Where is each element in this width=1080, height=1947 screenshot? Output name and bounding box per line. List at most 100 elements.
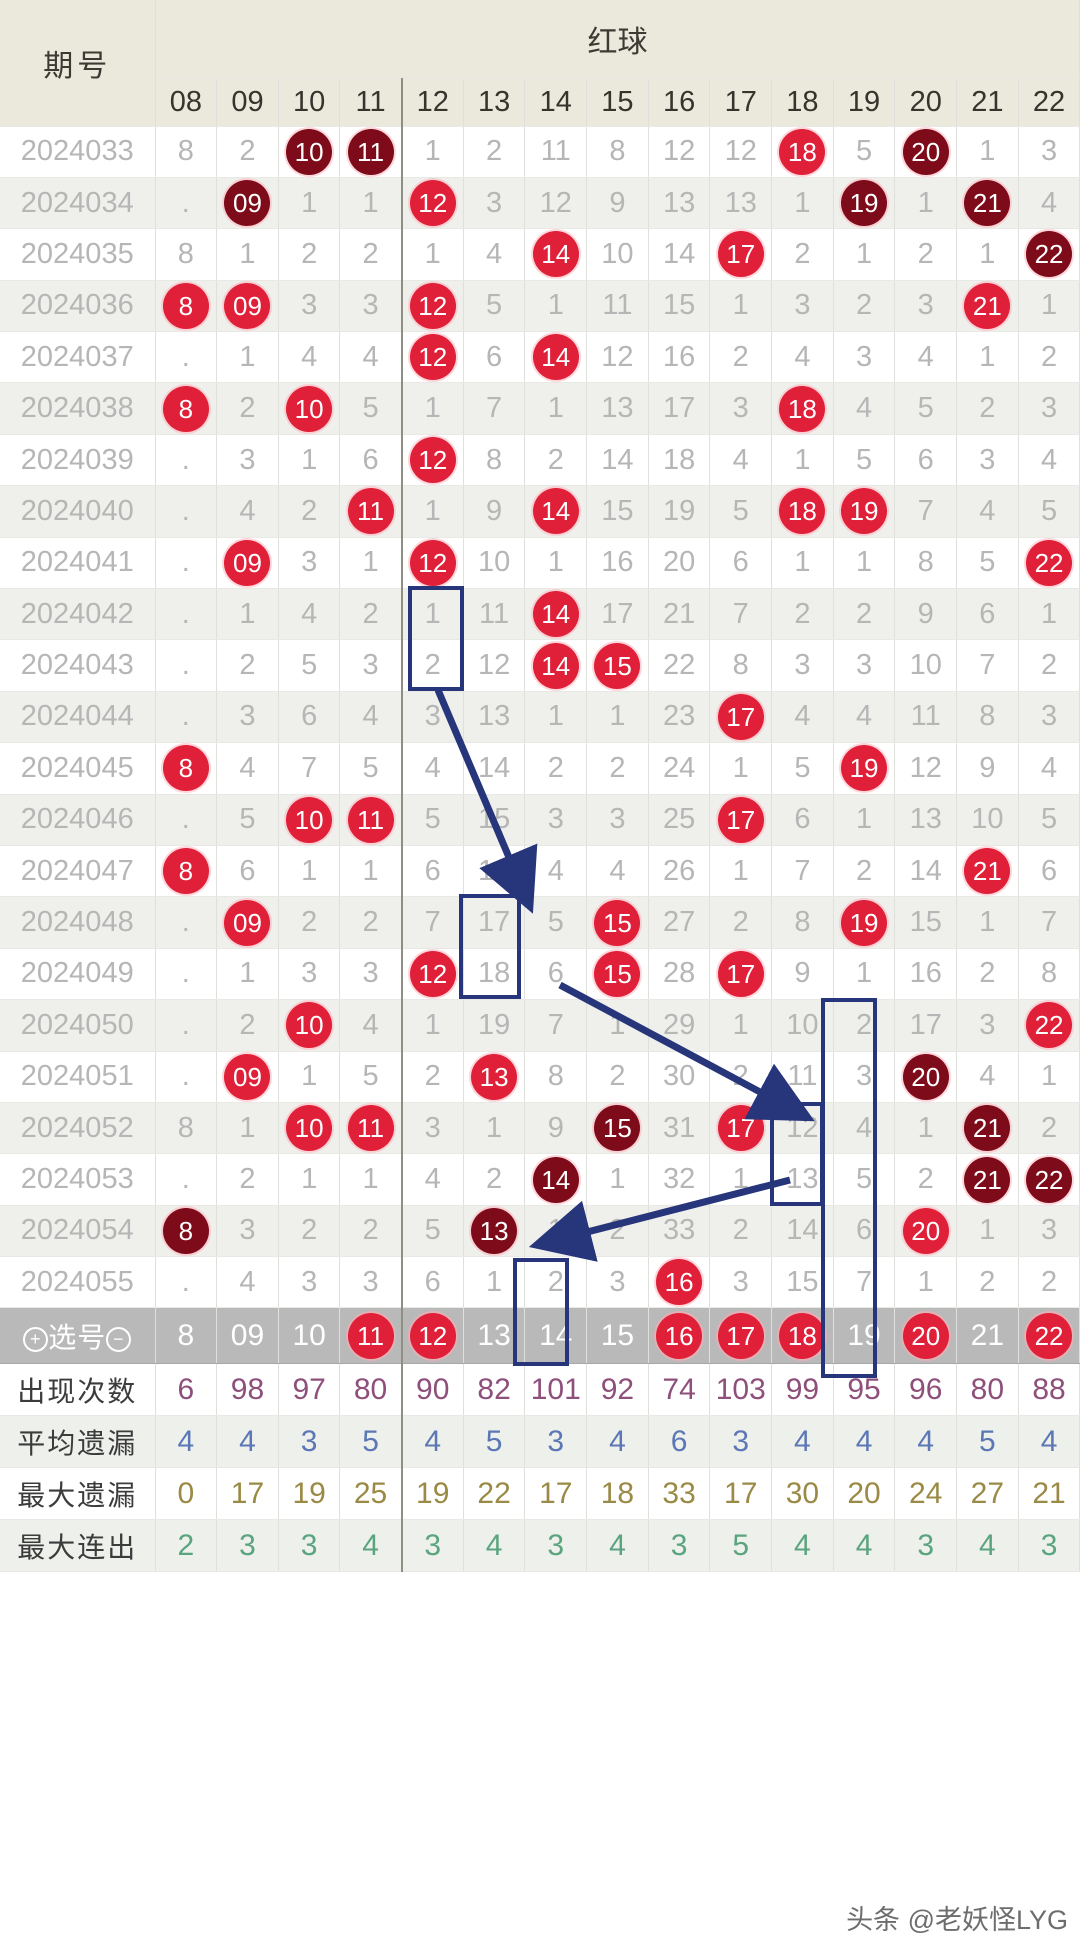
table-row[interactable]: 2024044. 3 6 4 3 13 1 1 23 17 4 4 11 8 3	[0, 691, 1080, 744]
select-number-label[interactable]: + 选号 −	[0, 1307, 156, 1365]
column-header-16[interactable]: 16	[648, 78, 711, 127]
ball: 8	[162, 848, 209, 895]
ball: 18	[779, 385, 826, 432]
stat-value: 18	[586, 1467, 649, 1521]
table-row[interactable]: 2024053. 2 1 1 4 2 14 1 32 1 13 5 2 21 22	[0, 1153, 1080, 1206]
selected-ball[interactable]: 17	[717, 1312, 764, 1359]
table-row[interactable]: 2024046. 5 10 11 5 15 3 3 25 17 6 1 13 10 5	[0, 794, 1080, 846]
miss-cell: 4	[216, 742, 279, 795]
stat-value: 101	[524, 1363, 588, 1417]
table-row[interactable]: 2024038 8 2 10 5 1 7 1 13 17 3 18 4 5 2 3	[0, 382, 1080, 435]
table-row[interactable]: 2024033 8 2 10 11 1 2 11 8 12 12 18 5 20 1 3	[0, 126, 1080, 178]
minus-circle-icon[interactable]: −	[106, 1327, 132, 1353]
select-cell-10[interactable]: 10	[278, 1307, 341, 1365]
ball: 12	[409, 334, 456, 381]
hit-cell: 19	[833, 742, 896, 795]
column-header-17[interactable]: 17	[709, 78, 773, 127]
table-row[interactable]: 2024039. 3 1 6 12 8 2 14 18 4 1 5 6 3 4	[0, 434, 1080, 487]
select-cell-15[interactable]: 15	[586, 1307, 649, 1365]
table-row[interactable]: 2024054 8 3 2 2 5 13 1 2 33 2 14 6 20 1 3	[0, 1205, 1080, 1258]
select-cell-21[interactable]: 21	[956, 1307, 1019, 1365]
column-header-10[interactable]: 10	[278, 78, 341, 127]
column-header-11[interactable]: 11	[339, 78, 403, 127]
table-row[interactable]: 2024037. 1 4 4 12 6 14 12 16 2 4 3 4 1 2	[0, 331, 1080, 384]
select-cell-11[interactable]: 11	[339, 1307, 403, 1365]
period-cell: 2024049	[0, 948, 156, 1001]
selected-ball[interactable]: 22	[1026, 1312, 1073, 1359]
table-row[interactable]: 2024040. 4 2 11 1 9 14 15 19 5 18 19 7 4 5	[0, 485, 1080, 538]
ball: 8	[162, 745, 209, 792]
miss-cell: 3	[400, 691, 464, 744]
hit-cell: 19	[833, 485, 896, 538]
table-row[interactable]: 2024052 8 1 10 11 3 1 9 15 31 17 12 4 1 21 2	[0, 1102, 1080, 1155]
table-row[interactable]: 2024041. 09 3 1 12 10 1 16 20 6 1 1 8 5 22	[0, 537, 1080, 590]
select-cell-22[interactable]: 22	[1018, 1307, 1080, 1365]
miss-cell: 33	[648, 1205, 711, 1258]
miss-cell: .	[155, 1153, 218, 1206]
period-cell: 2024040	[0, 485, 156, 538]
select-cell-16[interactable]: 16	[648, 1307, 711, 1365]
column-header-13[interactable]: 13	[463, 78, 526, 127]
miss-cell: 2	[709, 1205, 773, 1258]
selected-ball[interactable]: 18	[779, 1312, 826, 1359]
select-cell-17[interactable]: 17	[709, 1307, 773, 1365]
hit-cell: 8	[155, 280, 218, 333]
select-cell-09[interactable]: 09	[216, 1307, 279, 1365]
column-header-15[interactable]: 15	[586, 78, 649, 127]
select-cell-20[interactable]: 20	[894, 1307, 958, 1365]
table-row[interactable]: 2024035 8 1 2 2 1 4 14 10 14 17 2 1 2 1 22	[0, 228, 1080, 281]
select-cell-19[interactable]: 19	[833, 1307, 896, 1365]
miss-cell: 15	[463, 794, 526, 846]
select-cell-12[interactable]: 12	[400, 1307, 464, 1365]
plus-circle-icon[interactable]: +	[23, 1327, 49, 1353]
table-row[interactable]: 2024042. 1 4 2 1 11 14 17 21 7 2 2 9 6 1	[0, 588, 1080, 641]
miss-cell: 1	[339, 845, 403, 898]
miss-cell: 1	[216, 948, 279, 1001]
column-header-12[interactable]: 12	[400, 78, 464, 127]
select-cell-8[interactable]: 8	[155, 1307, 218, 1365]
miss-cell: 2	[524, 1256, 588, 1309]
column-header-18[interactable]: 18	[771, 78, 834, 127]
miss-cell: 7	[709, 588, 773, 641]
select-cell-13[interactable]: 13	[463, 1307, 526, 1365]
miss-cell: 8	[155, 126, 218, 178]
trend-table: 期号 红球 08 09 10 11 12 13 14 15 16 17 18 19 20 21 22 202…	[0, 0, 1080, 1573]
miss-cell: 22	[648, 639, 711, 692]
column-header-22[interactable]: 22	[1018, 78, 1080, 127]
selected-ball[interactable]: 11	[347, 1312, 394, 1359]
stat-value: 4	[463, 1519, 526, 1573]
miss-cell: .	[155, 537, 218, 590]
period-header: 期号	[0, 0, 156, 127]
table-row[interactable]: 2024050. 2 10 4 1 19 7 1 29 1 10 2 17 3 22	[0, 999, 1080, 1052]
table-row[interactable]: 2024034. 09 1 1 12 3 12 9 13 13 1 19 1 21 4	[0, 177, 1080, 230]
watermark: 头条 @老妖怪LYG	[846, 1905, 1068, 1935]
select-number-row[interactable]: + 选号 −8 09 10 11 12 13 14 15 16 17 18 19 20 21 22	[0, 1307, 1080, 1365]
select-cell-14[interactable]: 14	[524, 1307, 588, 1365]
selected-ball[interactable]: 20	[902, 1312, 949, 1359]
selected-ball[interactable]: 12	[409, 1312, 456, 1359]
column-header-21[interactable]: 21	[956, 78, 1019, 127]
column-header-19[interactable]: 19	[833, 78, 896, 127]
table-row[interactable]: 2024048. 09 2 2 7 17 5 15 27 2 8 19 15 1 7	[0, 896, 1080, 949]
table-row[interactable]: 2024043. 2 5 3 2 12 14 15 22 8 3 3 10 7 2	[0, 639, 1080, 692]
selected-ball[interactable]: 16	[656, 1312, 703, 1359]
hit-cell: 09	[216, 537, 279, 590]
column-header-09[interactable]: 09	[216, 78, 279, 127]
miss-cell: 1	[1018, 1051, 1080, 1103]
column-header-08[interactable]: 08	[155, 78, 218, 127]
table-row[interactable]: 2024036 8 09 3 3 12 5 1 11 15 1 3 2 3 21 1	[0, 280, 1080, 333]
miss-cell: 1	[400, 588, 464, 641]
table-row[interactable]: 2024055. 4 3 3 6 1 2 3 16 3 15 7 1 2 2	[0, 1256, 1080, 1309]
miss-cell: 9	[771, 948, 834, 1001]
table-row[interactable]: 2024051. 09 1 5 2 13 8 2 30 2 11 3 20 4 1	[0, 1051, 1080, 1103]
column-header-14[interactable]: 14	[524, 78, 588, 127]
period-cell: 2024047	[0, 845, 156, 898]
ball: 12	[409, 539, 456, 586]
table-row[interactable]: 2024045 8 4 7 5 4 14 2 2 24 1 5 19 12 9 4	[0, 742, 1080, 795]
table-row[interactable]: 2024049. 1 3 3 12 18 6 15 28 17 9 1 16 2 8	[0, 948, 1080, 1001]
table-row[interactable]: 2024047 8 6 1 1 6 16 4 4 26 1 7 2 14 21 6	[0, 845, 1080, 898]
miss-cell: 7	[771, 845, 834, 898]
column-header-20[interactable]: 20	[894, 78, 958, 127]
miss-cell: 1	[278, 434, 341, 487]
select-cell-18[interactable]: 18	[771, 1307, 834, 1365]
